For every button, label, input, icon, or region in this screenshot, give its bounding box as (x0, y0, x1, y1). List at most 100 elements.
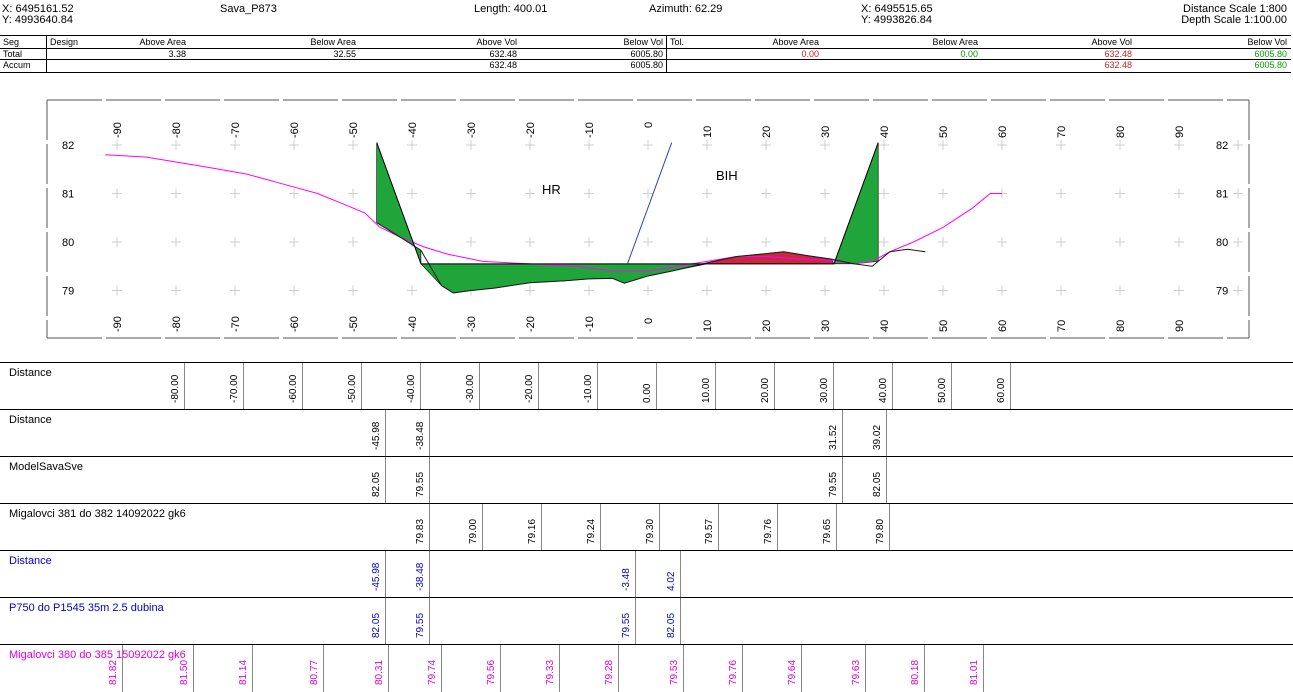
x-tick-label-bottom: -60 (289, 316, 301, 332)
band-divider (886, 410, 888, 457)
x-tick-labels-top: -90 -80 -70 -60 -50 -40 -30 -20 -10 0 10 20 30 40 50 60… (112, 122, 1186, 138)
cross-section-chart: -90 -80 -70 -60 -50 -40 -30 -20 -10 0 10 20 30 40 50 60… (46, 99, 1250, 339)
band-divider (635, 551, 637, 598)
band-divider (384, 598, 386, 645)
band-title: Distance (9, 555, 52, 567)
band-value: 79.16 (526, 518, 538, 544)
total-above-area: 3.38 (168, 49, 186, 59)
accum-below-vol-2: 6005.80 (1254, 60, 1287, 70)
label-bih: BIH (716, 168, 738, 183)
band-divider (479, 363, 480, 410)
band-value: 79.57 (703, 518, 715, 544)
band-value: -20.00 (524, 374, 535, 403)
end-y: Y: 4993826.84 (861, 14, 932, 26)
x-tick-label-top: -60 (289, 122, 301, 138)
band-value: 60.00 (996, 377, 1007, 403)
band-divider (774, 363, 775, 410)
design-line-blue (626, 142, 673, 264)
band-divider (122, 645, 124, 692)
band-divider (682, 645, 684, 692)
band-divider (499, 645, 501, 692)
data-bands: Distance -80.00 -70.00 -60.00 -50.00 -40.00 -3… (0, 362, 1293, 692)
band-title: Distance (9, 367, 52, 379)
band-value: -3.48 (621, 568, 633, 591)
band-value: -40.00 (406, 374, 417, 403)
label-hr: HR (542, 182, 561, 197)
band-value: 0.00 (642, 383, 653, 403)
band-value: 79.55 (414, 471, 426, 497)
x-tick-label-top: -20 (525, 122, 537, 138)
band-divider (322, 645, 324, 692)
data-band: ModelSavaSve 82.05 79.55 79.55 82.05 (0, 456, 1293, 504)
x-tick-label-top: 10 (702, 126, 714, 138)
terrain-line-magenta (105, 154, 1002, 272)
x-tick-label-bottom: -50 (348, 316, 360, 332)
distance-scale: Distance Scale 1:800 (1183, 3, 1287, 15)
band-divider (599, 504, 601, 551)
band-divider (428, 457, 430, 504)
band-value: 40.00 (878, 377, 889, 403)
band-divider (558, 645, 560, 692)
x-tick-label-top: -70 (230, 122, 242, 138)
band-value: 81.14 (237, 659, 249, 685)
x-tick-label-bottom: 20 (761, 320, 773, 332)
band-value: 50.00 (937, 377, 948, 403)
band-title: Migalovci 380 do 385 15092022 gk6 (9, 649, 186, 661)
y-tick-label-right: 81 (1216, 189, 1228, 201)
band-divider (428, 598, 430, 645)
band-divider (302, 363, 303, 410)
data-band: Distance -45.98 -38.48 -3.48 4.02 (0, 550, 1293, 598)
volume-table: Seg Design Above Area Below Area Above V… (0, 35, 1291, 73)
y-tick-label-left: 80 (62, 237, 74, 249)
band-value: -60.00 (288, 374, 299, 403)
band-divider (892, 363, 893, 410)
y-tick-label-right: 82 (1216, 140, 1228, 152)
band-value: 79.64 (786, 659, 798, 685)
band-divider (715, 363, 716, 410)
data-band: Distance -45.98 -38.48 31.52 39.02 (0, 409, 1293, 457)
band-divider (924, 645, 926, 692)
band-value: 79.83 (414, 518, 426, 544)
x-tick-label-top: 30 (820, 126, 832, 138)
col-design: Design (50, 37, 79, 47)
band-divider (428, 551, 430, 598)
col-seg: Seg (3, 37, 20, 47)
total-below-vol-2: 6005.80 (1254, 49, 1287, 59)
band-value: 20.00 (760, 377, 771, 403)
profile-azimuth: Azimuth: 62.29 (649, 3, 723, 15)
x-tick-label-top: 60 (997, 126, 1009, 138)
band-value: 80.77 (308, 659, 320, 685)
x-tick-label-top: 20 (761, 126, 773, 138)
band-divider (841, 457, 843, 504)
band-value: 79.74 (426, 659, 438, 685)
band-divider (243, 363, 244, 410)
x-tick-label-bottom: -10 (584, 316, 596, 332)
x-tick-label-bottom: -80 (171, 316, 183, 332)
x-tick-labels-bottom: -90 -80 -70 -60 -50 -40 -30 -20 -10 0 10 20 30 40 50 60… (112, 316, 1186, 332)
band-value: -30.00 (465, 374, 476, 403)
col-above-vol: Above Vol (476, 37, 517, 47)
band-value: 79.33 (544, 659, 556, 685)
band-divider (679, 551, 681, 598)
total-below-area: 32.55 (333, 49, 356, 59)
y-tick-label-right: 80 (1216, 237, 1228, 249)
band-value: 82.05 (370, 612, 382, 638)
band-divider (597, 363, 598, 410)
band-value: 79.56 (485, 659, 497, 685)
col-above-vol-2: Above Vol (1091, 37, 1132, 47)
x-tick-label-top: -30 (466, 122, 478, 138)
band-value: 80.18 (910, 659, 922, 685)
band-value: -38.48 (414, 421, 426, 450)
band-divider (540, 504, 542, 551)
x-tick-label-top: 70 (1056, 126, 1068, 138)
y-tick-label-left: 79 (62, 286, 74, 298)
total-below-area-2: 0.00 (960, 49, 978, 59)
col-below-vol-2: Below Vol (1247, 37, 1287, 47)
band-value: 81.50 (178, 659, 190, 685)
y-tick-label-left: 81 (62, 189, 74, 201)
band-divider (440, 645, 442, 692)
band-divider (420, 363, 421, 410)
x-tick-label-bottom: -40 (407, 316, 419, 332)
chart-grid (46, 99, 1250, 339)
x-tick-label-bottom: 90 (1174, 320, 1186, 332)
